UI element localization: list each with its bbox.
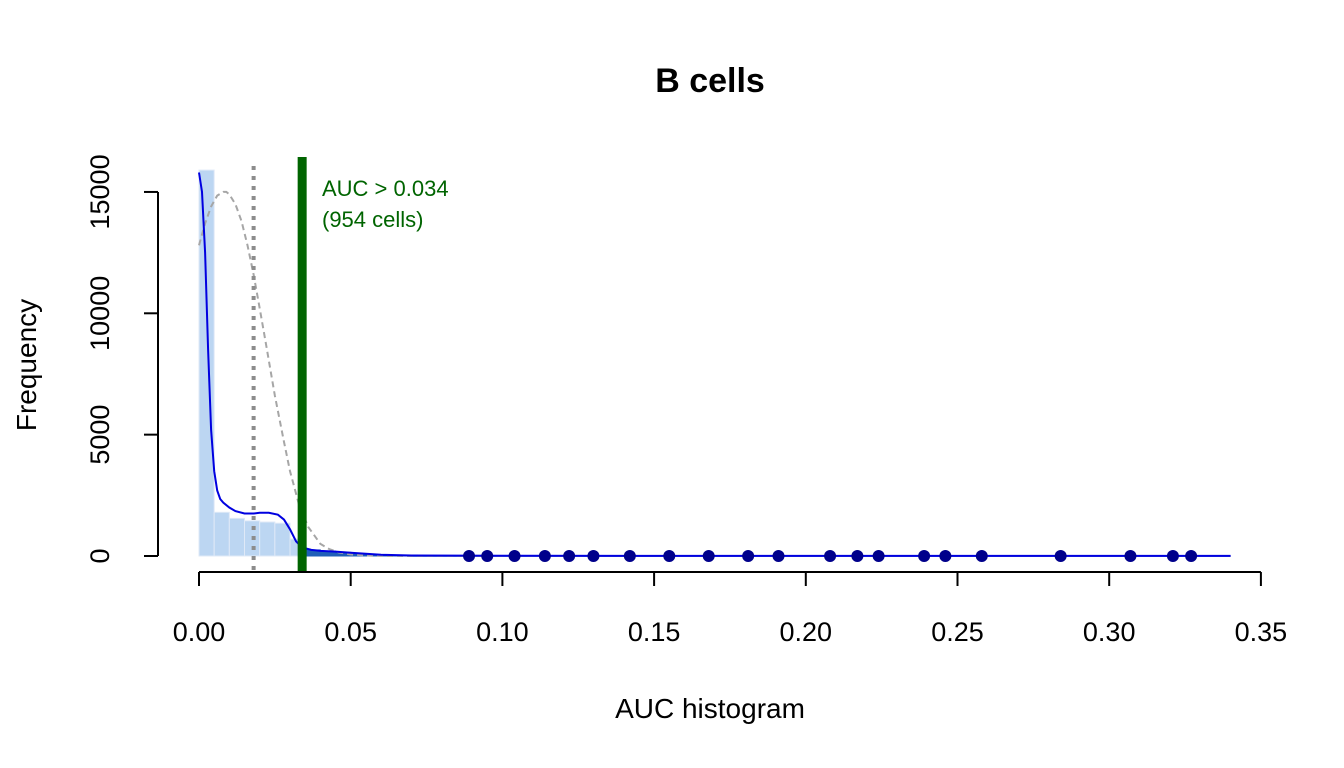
cell-point [508,550,521,562]
threshold-lines [251,157,307,572]
cell-point [1185,550,1198,562]
threshold-annotation-line2: (954 cells) [322,207,423,232]
cell-point [872,550,885,562]
cell-point [663,550,676,562]
x-tick-label: 0.05 [324,617,377,647]
x-tick-label: 0.25 [931,617,984,647]
x-tick-label: 0.15 [628,617,681,647]
y-tick-label: 15000 [85,154,115,229]
cell-point [1166,550,1179,562]
cell-point [918,550,931,562]
chart-title: B cells [655,62,765,100]
cell-point [563,550,576,562]
x-tick-label: 0.00 [173,617,226,647]
cell-point [975,550,988,562]
cell-point [742,550,755,562]
histogram-bar [228,517,246,557]
histogram-bar [198,169,215,557]
y-tick-label: 5000 [85,405,115,465]
histogram-bar [259,521,276,557]
x-axis-label: AUC histogram [615,693,805,724]
cell-point [851,550,864,562]
normal-fit-curve [198,190,1231,557]
y-axis: 0 5000 10000 15000 [85,154,159,564]
y-axis-label: Frequency [11,299,42,431]
cell-point [824,550,837,562]
cell-points [463,550,1198,562]
cell-point [587,550,600,562]
cell-point [1054,550,1067,562]
x-tick-label: 0.30 [1083,617,1136,647]
x-axis: 0.00 0.05 0.10 0.15 0.20 0.25 0.30 0.35 [173,571,1288,647]
y-tick-label: 10000 [85,276,115,351]
y-tick-label: 0 [85,548,115,563]
cell-point [1124,550,1137,562]
x-tick-label: 0.35 [1235,617,1288,647]
cell-point [939,550,952,562]
cell-point [702,550,715,562]
x-tick-label: 0.10 [476,617,529,647]
cell-point [481,550,494,562]
x-tick-label: 0.20 [780,617,833,647]
histogram-bar [274,522,291,557]
cell-point [772,550,785,562]
cell-point [463,550,476,562]
cell-point [538,550,551,562]
threshold-annotation-line1: AUC > 0.034 [322,176,449,201]
histogram-bar [213,511,230,557]
cell-point [623,550,636,562]
